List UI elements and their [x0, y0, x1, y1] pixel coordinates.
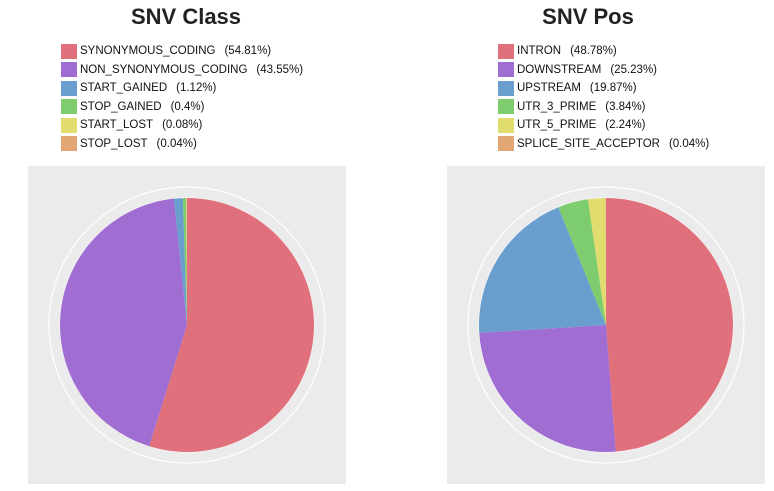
chart-title: SNV Class: [130, 4, 242, 29]
legend-percent: (0.04%): [668, 137, 710, 150]
chart-legend: INTRON (48.78%) DOWNSTREAM (25.23%) UPSTREAM…: [498, 42, 709, 153]
pie-slice-downstream: [479, 325, 616, 452]
legend-swatch: [498, 80, 514, 96]
plot-panel: [28, 166, 346, 484]
legend-swatch: [61, 117, 77, 133]
pie-slice-non-synonymous-coding: [60, 198, 187, 447]
pie-svg: [467, 186, 745, 464]
legend-label: UTR_3_PRIME: [517, 100, 597, 113]
plot-panel: [447, 166, 765, 484]
legend-label: UPSTREAM: [517, 82, 581, 95]
legend-percent: (1.12%): [176, 82, 217, 95]
legend-percent: (0.04%): [156, 137, 197, 150]
legend-item-non-synonymous-coding: NON_SYNONYMOUS_CODING (43.55%): [61, 61, 303, 80]
pie-slice-start-lost: [186, 198, 187, 325]
legend-item-start-lost: START_LOST (0.08%): [61, 116, 303, 135]
legend-item-intron: INTRON (48.78%): [498, 42, 709, 61]
pie-svg: [48, 186, 326, 464]
legend-item-synonymous-coding: SYNONYMOUS_CODING (54.81%): [61, 42, 303, 61]
legend-swatch: [498, 117, 514, 133]
legend-label: STOP_GAINED: [80, 100, 162, 113]
legend-item-splice-site-acceptor: SPLICE_SITE_ACCEPTOR (0.04%): [498, 135, 709, 154]
pie-slice-upstream: [479, 207, 606, 333]
pie-slice-stop-gained: [182, 198, 187, 325]
legend-percent: (0.08%): [162, 119, 203, 132]
legend-swatch: [498, 136, 514, 152]
chart-title: SNV Pos: [542, 4, 634, 29]
legend-swatch: [61, 62, 77, 78]
legend-item-utr-5-prime: UTR_5_PRIME (2.24%): [498, 116, 709, 135]
snv-pos-chart: SNV Pos INTRON (48.78%) DOWNSTREAM (25.23%)…: [402, 0, 774, 491]
legend-label: NON_SYNONYMOUS_CODING: [80, 63, 248, 76]
legend-percent: (48.78%): [570, 45, 617, 58]
legend-item-stop-gained: STOP_GAINED (0.4%): [61, 98, 303, 117]
legend-percent: (25.23%): [610, 63, 658, 76]
legend-swatch: [498, 99, 514, 115]
legend-item-upstream: UPSTREAM (19.87%): [498, 79, 709, 98]
pie-slice-start-gained: [173, 198, 187, 325]
pie-slice-utr-3-prime: [558, 199, 606, 325]
legend-label: STOP_LOST: [80, 137, 148, 150]
legend-label: SYNONYMOUS_CODING: [80, 45, 216, 58]
legend-label: DOWNSTREAM: [517, 63, 602, 76]
grid-circle: [48, 186, 326, 464]
legend-item-stop-lost: STOP_LOST (0.04%): [61, 135, 303, 154]
legend-swatch: [61, 80, 77, 96]
legend-percent: (2.24%): [605, 119, 646, 132]
legend-label: UTR_5_PRIME: [517, 119, 597, 132]
chart-legend: SYNONYMOUS_CODING (54.81%) NON_SYNONYMOUS_…: [61, 42, 303, 153]
legend-item-downstream: DOWNSTREAM (25.23%): [498, 61, 709, 80]
legend-swatch: [61, 136, 77, 152]
legend-swatch: [498, 43, 514, 59]
legend-label: SPLICE_SITE_ACCEPTOR: [517, 137, 660, 150]
legend-label: INTRON: [517, 45, 562, 58]
legend-percent: (0.4%): [170, 100, 205, 113]
legend-percent: (54.81%): [224, 45, 272, 58]
legend-swatch: [498, 62, 514, 78]
snv-class-chart: SNV Class SYNONYMOUS_CODING (54.81%) NON_S…: [0, 0, 372, 491]
legend-percent: (19.87%): [589, 82, 637, 95]
pie-slice-synonymous-coding: [149, 198, 314, 452]
legend-item-utr-3-prime: UTR_3_PRIME (3.84%): [498, 98, 709, 117]
pie-slice-intron: [606, 198, 733, 452]
legend-swatch: [61, 43, 77, 59]
legend-label: START_GAINED: [80, 82, 168, 95]
pie-slice-utr-5-prime: [587, 198, 606, 325]
grid-circle: [467, 186, 745, 464]
legend-item-start-gained: START_GAINED (1.12%): [61, 79, 303, 98]
legend-label: START_LOST: [80, 119, 154, 132]
legend-percent: (3.84%): [605, 100, 646, 113]
legend-swatch: [61, 99, 77, 115]
legend-percent: (43.55%): [256, 63, 304, 76]
